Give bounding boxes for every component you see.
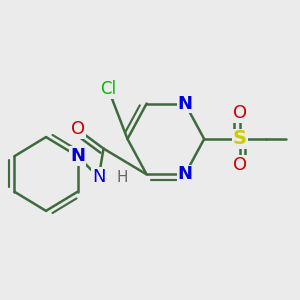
Text: H: H <box>117 170 128 185</box>
Text: N: N <box>178 94 193 112</box>
Text: O: O <box>232 156 247 174</box>
Text: N: N <box>178 165 193 183</box>
Text: N: N <box>70 147 85 165</box>
Text: S: S <box>232 130 247 148</box>
Text: N: N <box>92 168 106 186</box>
Text: O: O <box>70 120 85 138</box>
Text: O: O <box>232 104 247 122</box>
Text: Cl: Cl <box>100 80 116 98</box>
